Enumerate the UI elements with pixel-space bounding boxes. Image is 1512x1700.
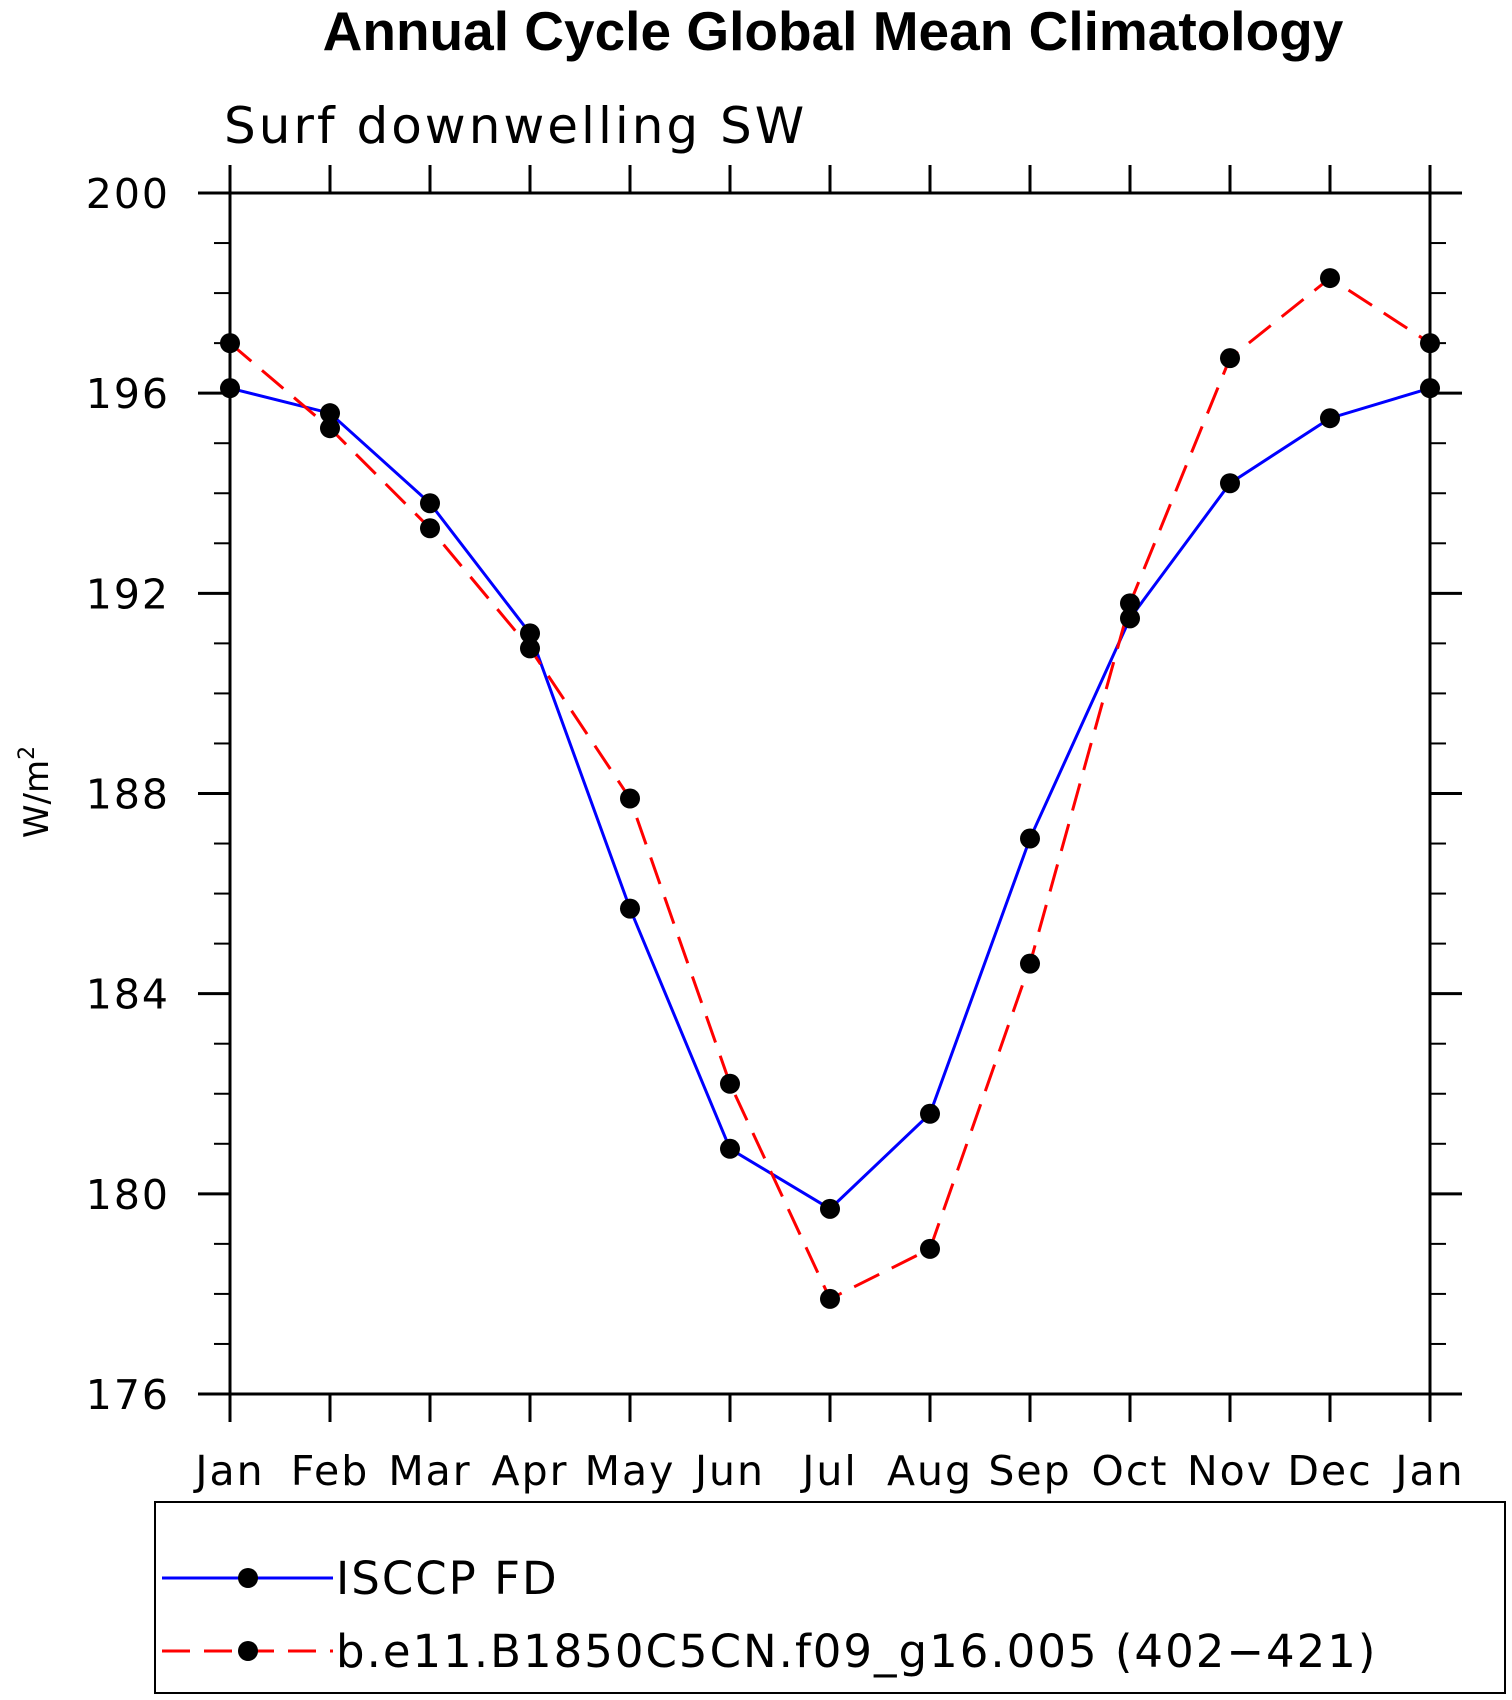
y-tick-label: 192: [86, 570, 170, 618]
data-point-series-1: [520, 623, 540, 644]
data-point-series-1: [1120, 608, 1140, 629]
data-point-series-2: [820, 1288, 840, 1309]
x-tick-labels: Jan Feb Mar Apr May Jun Jul Aug Sep Oct Nov Dec Jan: [192, 1447, 1464, 1495]
x-tick-label: Jan: [192, 1447, 264, 1495]
data-point-series-2: [1320, 268, 1340, 289]
chart-title: Annual Cycle Global Mean Climatology: [323, 0, 1344, 62]
x-tick-label: Apr: [492, 1447, 569, 1495]
y-tick-label: 184: [86, 971, 170, 1019]
x-tick-label: Aug: [887, 1447, 973, 1495]
data-point-series-2: [320, 418, 340, 439]
plot-frame: [228, 191, 1432, 1396]
data-point-series-2: [1120, 593, 1140, 614]
y-tick-label: 196: [86, 370, 170, 418]
data-point-series-2: [920, 1238, 940, 1259]
chart-subtitle: Surf downwelling SW: [224, 97, 807, 155]
data-point-series-1: [1220, 473, 1240, 494]
x-tick-label: Oct: [1092, 1447, 1169, 1495]
y-axis-label-superscript: 2: [15, 746, 40, 760]
data-point-series-2: [520, 638, 540, 659]
y-tick-labels: 176 180 184 188 192 196 200: [86, 170, 170, 1419]
data-point-series-1: [820, 1198, 840, 1219]
data-point-series-2: [720, 1073, 740, 1094]
axis-ticks: [198, 165, 1462, 1422]
x-tick-label: Mar: [388, 1447, 471, 1495]
y-tick-label: 180: [86, 1171, 170, 1219]
legend-marker-series-2: [238, 1641, 258, 1661]
data-point-series-1: [620, 898, 640, 919]
x-tick-label: Dec: [1287, 1447, 1372, 1495]
data-point-series-1: [320, 403, 340, 424]
series-lines: [229, 276, 1431, 1301]
series-line-2: [229, 276, 1431, 1301]
svg-text:W/m2: W/m2: [15, 746, 57, 838]
data-point-series-1: [1020, 828, 1040, 849]
data-point-series-2: [620, 788, 640, 809]
x-tick-label: Jan: [1392, 1447, 1464, 1495]
legend-marker-series-1: [238, 1568, 258, 1588]
series-line-1: [229, 386, 1431, 1211]
x-tick-label: May: [585, 1447, 676, 1495]
y-tick-label: 200: [86, 170, 170, 218]
data-point-series-1: [1320, 408, 1340, 429]
data-point-series-1: [920, 1103, 940, 1124]
data-point-series-2: [1220, 348, 1240, 369]
x-tick-label: Feb: [291, 1447, 370, 1495]
series-markers: [220, 268, 1440, 1309]
data-point-series-1: [420, 493, 440, 514]
data-point-series-2: [1020, 953, 1040, 974]
x-tick-label: Sep: [988, 1447, 1071, 1495]
x-tick-label: Nov: [1187, 1447, 1273, 1495]
data-point-series-2: [420, 518, 440, 539]
x-tick-label: Jun: [692, 1447, 765, 1495]
data-point-series-1: [720, 1138, 740, 1159]
legend-label-series-2: b.e11.B1850C5CN.f09_g16.005 (402−421): [336, 1625, 1377, 1678]
y-tick-label: 176: [86, 1371, 170, 1419]
legend-box: [154, 1501, 1506, 1694]
legend: ISCCP FD b.e11.B1850C5CN.f09_g16.005 (40…: [154, 1501, 1506, 1694]
x-tick-label: Jul: [799, 1447, 857, 1495]
y-axis-label-text: W/m: [17, 760, 57, 838]
y-axis-label: W/m2: [15, 746, 57, 838]
legend-label-series-1: ISCCP FD: [336, 1552, 559, 1605]
y-tick-label: 188: [86, 771, 170, 819]
